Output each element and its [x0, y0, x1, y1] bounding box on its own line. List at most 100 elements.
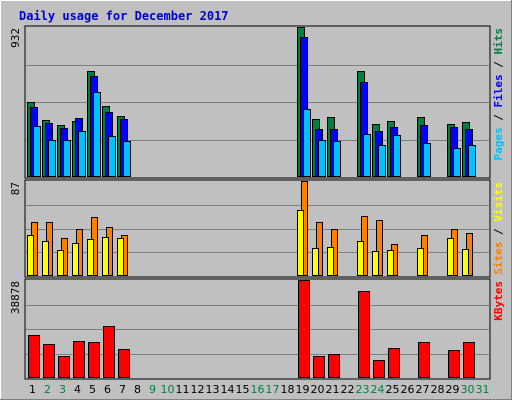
day-label-8: 8 — [134, 383, 141, 396]
bar-sites-day-23 — [357, 241, 364, 276]
day-label-7: 7 — [119, 383, 126, 396]
series-separator: / — [492, 222, 505, 242]
bar-sites-day-21 — [327, 247, 334, 276]
bar-kbytes-day-19 — [298, 280, 310, 378]
panel-bottom-series-labels: KBytes — [492, 281, 505, 321]
panel-middle-series-labels: Sites / Visits — [492, 182, 505, 275]
bar-kbytes-day-23 — [358, 291, 370, 378]
bar-sites-day-7 — [117, 238, 124, 276]
bar-kbytes-day-27 — [418, 342, 430, 378]
day-label-18: 18 — [281, 383, 295, 396]
series-separator: / — [492, 55, 505, 75]
bar-kbytes-day-21 — [328, 354, 340, 378]
panel-middle: 87 Sites / Visits — [9, 179, 505, 278]
bar-pages-day-25 — [393, 135, 401, 177]
day-label-25: 25 — [386, 383, 400, 396]
bar-pages-day-7 — [123, 141, 131, 177]
bar-sites-day-3 — [57, 250, 64, 276]
bar-sites-day-19 — [297, 210, 304, 276]
day-label-20: 20 — [311, 383, 325, 396]
chart-panels: 932 Pages / Files / Hits 87 Sites / Visits 3… — [9, 25, 505, 380]
bar-pages-day-6 — [108, 136, 116, 177]
day-label-28: 28 — [431, 383, 445, 396]
series-label-sites: Sites — [492, 242, 505, 275]
day-label-13: 13 — [206, 383, 220, 396]
bar-pages-day-4 — [78, 131, 86, 177]
day-label-31: 31 — [476, 383, 490, 396]
chart-title: Daily usage for December 2017 — [19, 9, 229, 23]
bar-pages-day-20 — [318, 140, 326, 177]
bar-pages-day-19 — [303, 109, 311, 177]
panel-top-ymax-label: 932 — [9, 28, 22, 48]
day-label-11: 11 — [176, 383, 190, 396]
bar-sites-day-4 — [72, 243, 79, 276]
bar-pages-day-27 — [423, 143, 431, 177]
bar-sites-day-27 — [417, 248, 424, 276]
panel-bottom: 38878 KBytes — [9, 278, 505, 380]
day-label-22: 22 — [341, 383, 355, 396]
bar-kbytes-day-1 — [28, 335, 40, 378]
bar-kbytes-day-29 — [448, 350, 460, 378]
series-separator: / — [492, 108, 505, 128]
bar-pages-day-3 — [63, 140, 71, 177]
bar-pages-day-29 — [453, 148, 461, 177]
day-label-19: 19 — [296, 383, 310, 396]
bar-sites-day-30 — [462, 249, 469, 276]
day-label-21: 21 — [326, 383, 340, 396]
day-label-2: 2 — [44, 383, 51, 396]
bar-kbytes-day-2 — [43, 344, 55, 378]
day-label-5: 5 — [89, 383, 96, 396]
bar-pages-day-23 — [363, 134, 371, 177]
day-label-6: 6 — [104, 383, 111, 396]
bar-visits-day-24 — [376, 220, 383, 276]
day-label-12: 12 — [191, 383, 205, 396]
bar-kbytes-day-4 — [73, 341, 85, 378]
day-label-10: 10 — [161, 383, 175, 396]
series-label-visits: Visits — [492, 182, 505, 222]
day-label-26: 26 — [401, 383, 415, 396]
day-label-23: 23 — [356, 383, 370, 396]
bar-pages-day-24 — [378, 145, 386, 177]
bar-sites-day-5 — [87, 239, 94, 276]
day-label-1: 1 — [29, 383, 36, 396]
day-label-27: 27 — [416, 383, 430, 396]
bar-pages-day-30 — [468, 145, 476, 177]
panel-top-series-labels: Pages / Files / Hits — [492, 28, 505, 161]
bar-sites-day-20 — [312, 248, 319, 276]
series-label-files: Files — [492, 74, 505, 107]
bar-sites-day-24 — [372, 251, 379, 276]
panel-top: 932 Pages / Files / Hits — [9, 25, 505, 179]
day-label-4: 4 — [74, 383, 81, 396]
day-label-14: 14 — [221, 383, 235, 396]
day-label-29: 29 — [446, 383, 460, 396]
panel-bottom-ymax-label: 38878 — [9, 281, 22, 314]
bar-sites-day-6 — [102, 237, 109, 276]
day-label-15: 15 — [236, 383, 250, 396]
bar-pages-day-5 — [93, 92, 101, 177]
day-label-17: 17 — [266, 383, 280, 396]
bar-pages-day-21 — [333, 141, 341, 177]
bar-sites-day-1 — [27, 235, 34, 276]
day-label-24: 24 — [371, 383, 385, 396]
day-label-16: 16 — [251, 383, 265, 396]
panel-middle-ymax-label: 87 — [9, 182, 22, 195]
series-label-kbytes: KBytes — [492, 281, 505, 321]
bar-kbytes-day-5 — [88, 342, 100, 378]
bar-sites-day-25 — [387, 250, 394, 276]
series-label-pages: Pages — [492, 127, 505, 160]
day-label-9: 9 — [149, 383, 156, 396]
bar-kbytes-day-6 — [103, 326, 115, 378]
series-label-hits: Hits — [492, 28, 505, 55]
day-label-30: 30 — [461, 383, 475, 396]
day-label-3: 3 — [59, 383, 66, 396]
bar-kbytes-day-7 — [118, 349, 130, 378]
bar-kbytes-day-20 — [313, 356, 325, 378]
bar-kbytes-day-3 — [58, 356, 70, 378]
bar-kbytes-day-25 — [388, 348, 400, 378]
bar-sites-day-29 — [447, 238, 454, 276]
bar-pages-day-2 — [48, 140, 56, 177]
bar-pages-day-1 — [33, 126, 41, 177]
bar-kbytes-day-24 — [373, 360, 385, 378]
bar-kbytes-day-30 — [463, 342, 475, 378]
